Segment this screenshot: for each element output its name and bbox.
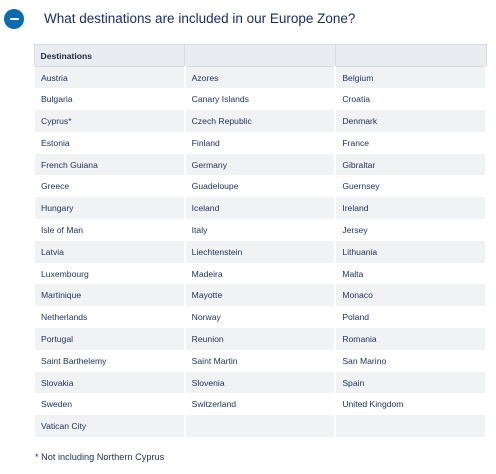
table-row: French Guiana Germany Gibraltar [33, 153, 487, 176]
table-row: Netherlands Norway Poland [33, 306, 487, 329]
table-row: Saint Barthelemy Saint Martin San Marino [33, 349, 487, 372]
table-row: Latvia Liechtenstein Lithuania [33, 240, 487, 263]
collapse-button[interactable] [4, 9, 24, 29]
destination-cell: Jersey [334, 219, 487, 241]
destination-cell: Liechtenstein [183, 240, 337, 263]
destination-cell: Austria [33, 66, 186, 89]
destination-cell: Netherlands [33, 306, 186, 329]
table-row: Portugal Reunion Romania [33, 328, 487, 350]
table-row: Slovakia Slovenia Spain [33, 371, 487, 394]
destination-cell: Norway [183, 306, 337, 329]
destination-cell: United Kingdom [334, 393, 487, 416]
destination-cell: Slovakia [33, 371, 186, 394]
destination-cell: Cyprus* [33, 110, 186, 132]
destination-cell: Saint Barthelemy [33, 349, 186, 372]
destination-cell: Guernsey [334, 175, 487, 198]
destination-cell: Switzerland [183, 393, 337, 416]
destination-cell: Denmark [334, 110, 487, 132]
table-row: Austria Azores Belgium [33, 66, 487, 89]
destination-cell: Bulgaria [33, 88, 186, 111]
empty-cell [183, 415, 337, 438]
destination-cell: Martinique [33, 284, 186, 307]
destination-cell: Estonia [33, 131, 186, 154]
destination-cell: Latvia [33, 240, 186, 263]
destination-cell: Hungary [33, 197, 186, 220]
minus-icon [9, 18, 19, 20]
destination-cell: Belgium [334, 66, 487, 89]
destination-cell: Canary Islands [183, 88, 337, 111]
destination-cell: Slovenia [183, 371, 337, 394]
table-row: Sweden Switzerland United Kingdom [33, 393, 487, 416]
destination-cell: Malta [334, 262, 487, 285]
table-row: Martinique Mayotte Monaco [33, 284, 487, 307]
destination-cell: Spain [334, 371, 487, 394]
faq-question[interactable]: What destinations are included in our Eu… [44, 11, 356, 26]
table-header-row: Destinations [33, 44, 487, 67]
table-row: Vatican City [33, 415, 487, 438]
destination-cell: Greece [33, 175, 186, 198]
table-row: Estonia Finland France [33, 131, 487, 154]
table-row: Bulgaria Canary Islands Croatia [33, 88, 487, 111]
destination-cell: Sweden [33, 393, 186, 416]
destination-cell: Reunion [183, 328, 337, 350]
destination-cell: Madeira [183, 262, 337, 285]
empty-cell [334, 415, 487, 438]
destination-cell: Luxembourg [33, 262, 186, 285]
table-row: Luxembourg Madeira Malta [33, 262, 487, 285]
table-row: Isle of Man Italy Jersey [33, 219, 487, 241]
destination-cell: Saint Martin [183, 349, 337, 372]
destination-cell: Guadeloupe [183, 175, 337, 198]
destination-cell: Lithuania [334, 240, 487, 263]
destination-cell: Ireland [334, 197, 487, 220]
destination-cell: Mayotte [183, 284, 337, 307]
destination-cell: Czech Republic [183, 110, 337, 132]
footnote: * Not including Northern Cyprus [35, 452, 165, 462]
destination-cell: Croatia [334, 88, 487, 111]
destination-cell: Isle of Man [33, 219, 186, 241]
destinations-table: Destinations Austria Azores Belgium Bulgari… [33, 44, 487, 438]
column-header-destinations: Destinations [33, 44, 186, 67]
destination-cell: Italy [183, 219, 337, 241]
destination-cell: Vatican City [33, 415, 186, 438]
table-row: Hungary Iceland Ireland [33, 197, 487, 220]
table-row: Cyprus* Czech Republic Denmark [33, 110, 487, 132]
destination-cell: France [334, 131, 487, 154]
column-header-empty [334, 44, 487, 67]
destination-cell: Portugal [33, 328, 186, 350]
destination-cell: Azores [183, 66, 337, 89]
destination-cell: Gibraltar [334, 153, 487, 176]
destination-cell: Romania [334, 328, 487, 350]
destination-cell: Poland [334, 306, 487, 329]
destination-cell: San Marino [334, 349, 487, 372]
destination-cell: Iceland [183, 197, 337, 220]
table-row: Greece Guadeloupe Guernsey [33, 175, 487, 198]
destination-cell: French Guiana [33, 153, 186, 176]
destinations-body: Austria Azores Belgium Bulgaria Canary Islan… [33, 66, 487, 438]
column-header-empty [184, 44, 336, 67]
destination-cell: Germany [183, 153, 337, 176]
destination-cell: Finland [183, 131, 337, 154]
destination-cell: Monaco [334, 284, 487, 307]
